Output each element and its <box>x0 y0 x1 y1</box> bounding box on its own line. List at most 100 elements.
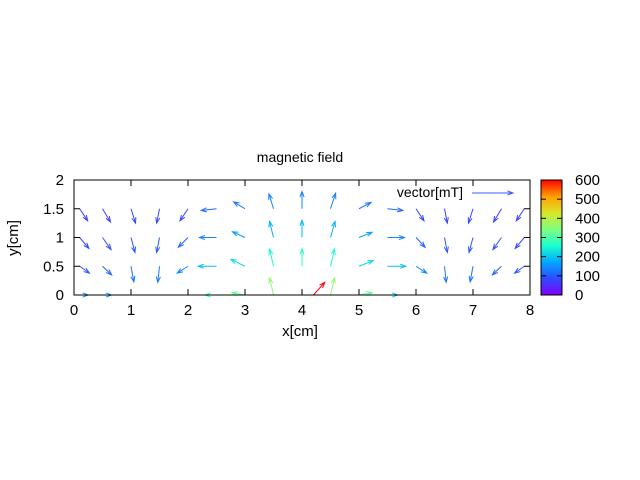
vector-arrow-29-shaft <box>269 277 274 296</box>
vector-arrow-17 <box>175 265 189 274</box>
vector-arrow-53-head <box>467 246 473 254</box>
vector-arrow-4 <box>102 208 112 224</box>
vector-arrow-10 <box>130 266 136 284</box>
vector-arrow-60-head <box>513 267 521 274</box>
y-tick-label: 2 <box>56 172 64 189</box>
vector-arrow-29 <box>268 276 274 296</box>
vector-arrow-52 <box>467 208 474 225</box>
vector-arrow-50-shaft <box>444 237 448 253</box>
vector-arrow-46-head <box>418 214 425 223</box>
vector-arrow-42-head <box>396 207 405 213</box>
vector-arrow-54-shaft <box>469 266 474 282</box>
y-tick-label: 0 <box>56 287 64 304</box>
vector-arrow-60 <box>513 265 525 274</box>
vector-arrow-51-head <box>443 276 449 284</box>
vector-arrow-1 <box>79 237 90 250</box>
vector-arrow-51-shaft <box>444 266 447 283</box>
vector-arrow-59-head <box>514 242 521 250</box>
vector-arrow-23 <box>231 231 246 238</box>
vector-arrow-43-head <box>398 234 407 241</box>
vector-arrow-13 <box>155 237 161 254</box>
vector-arrow-14-shaft <box>157 266 160 283</box>
vector-arrows <box>79 190 525 298</box>
axis-ticks: 0 1 2 3 4 5 6 7 8 0 0.5 1 1.5 2 <box>43 172 534 319</box>
y-tick-label: 1.5 <box>43 201 64 218</box>
vector-arrow-40-head <box>367 259 375 265</box>
vector-arrow-18 <box>199 207 217 213</box>
vector-arrow-20-head <box>196 263 205 269</box>
vector-arrow-12-head <box>155 217 161 225</box>
vector-arrow-55-shaft <box>493 208 502 223</box>
vector-arrow-27-head <box>268 219 274 228</box>
vector-arrow-2 <box>79 265 91 274</box>
vector-arrow-39-head <box>366 231 374 237</box>
legend-sample-arrow-head <box>507 190 515 196</box>
x-tick-label: 6 <box>412 302 420 319</box>
vector-arrow-43 <box>387 234 407 241</box>
vector-arrow-26-head <box>268 192 273 200</box>
vector-arrow-35-shaft <box>330 221 336 238</box>
y-axis-label: y[cm] <box>5 220 22 256</box>
vector-arrow-57 <box>491 265 502 276</box>
x-tick-label: 7 <box>469 302 477 319</box>
vector-arrow-42-shaft <box>387 208 403 211</box>
vector-arrow-57-shaft <box>492 265 502 276</box>
vector-arrow-12-shaft <box>156 208 160 224</box>
vector-arrow-20 <box>196 263 217 269</box>
vector-arrow-36-head <box>330 247 336 256</box>
vector-arrow-14-head <box>155 276 161 284</box>
vector-arrow-5 <box>102 237 112 251</box>
vector-arrow-9-shaft <box>130 237 136 253</box>
vector-arrow-34 <box>330 191 337 209</box>
vector-arrow-33 <box>313 281 326 296</box>
colorbar-tick-label: 600 <box>575 172 600 189</box>
vector-arrow-4-head <box>105 215 112 224</box>
vector-arrow-14 <box>155 266 161 284</box>
x-tick-label: 1 <box>127 302 135 319</box>
vector-arrow-56-head <box>492 243 499 251</box>
x-tick-label: 5 <box>355 302 363 319</box>
vector-arrow-22-shaft <box>233 201 246 210</box>
vector-arrow-18-head <box>199 207 208 213</box>
vector-arrow-57-head <box>491 269 499 276</box>
vector-arrow-52-shaft <box>467 208 474 224</box>
vector-arrow-36 <box>330 247 336 267</box>
vector-arrow-56-shaft <box>492 237 502 250</box>
vector-arrow-31 <box>299 218 305 238</box>
vector-arrow-5-shaft <box>102 237 112 250</box>
vector-arrow-4-shaft <box>102 208 111 223</box>
vector-arrow-32-head <box>299 247 305 255</box>
vector-arrow-59 <box>514 237 525 250</box>
vector-arrow-35-head <box>331 219 337 228</box>
vector-arrow-28-shaft <box>269 248 274 267</box>
vector-arrow-17-shaft <box>176 265 189 274</box>
vector-arrow-2-head <box>83 267 91 274</box>
vector-arrow-29-head <box>268 276 274 284</box>
colorbar-tick-label: 500 <box>575 191 600 208</box>
vector-arrow-37-shaft <box>330 277 335 296</box>
vector-arrow-55 <box>492 208 502 224</box>
vector-arrow-39 <box>358 231 374 238</box>
vector-arrow-6-shaft <box>102 265 112 276</box>
vector-arrow-30 <box>299 190 305 209</box>
vector-arrow-49-shaft <box>444 208 448 224</box>
vector-arrow-37-head <box>330 276 336 284</box>
x-tick-label: 0 <box>70 302 78 319</box>
vector-arrow-51 <box>443 266 449 284</box>
vector-arrow-40-shaft <box>358 260 374 267</box>
vector-arrow-28-head <box>268 247 274 256</box>
vector-arrow-19 <box>197 234 217 241</box>
vector-arrow-34-head <box>331 191 337 200</box>
vector-arrow-50 <box>443 237 449 254</box>
vector-arrow-9 <box>130 237 137 254</box>
vector-arrow-48 <box>415 265 429 274</box>
vector-arrow-13-shaft <box>156 237 160 253</box>
vector-arrow-28 <box>268 247 274 267</box>
vector-arrow-54-head <box>468 275 474 284</box>
vector-arrow-10-head <box>130 275 136 284</box>
vector-arrow-15 <box>179 208 189 223</box>
colorbar-tick-label: 300 <box>575 230 600 247</box>
x-tick-label: 3 <box>241 302 249 319</box>
